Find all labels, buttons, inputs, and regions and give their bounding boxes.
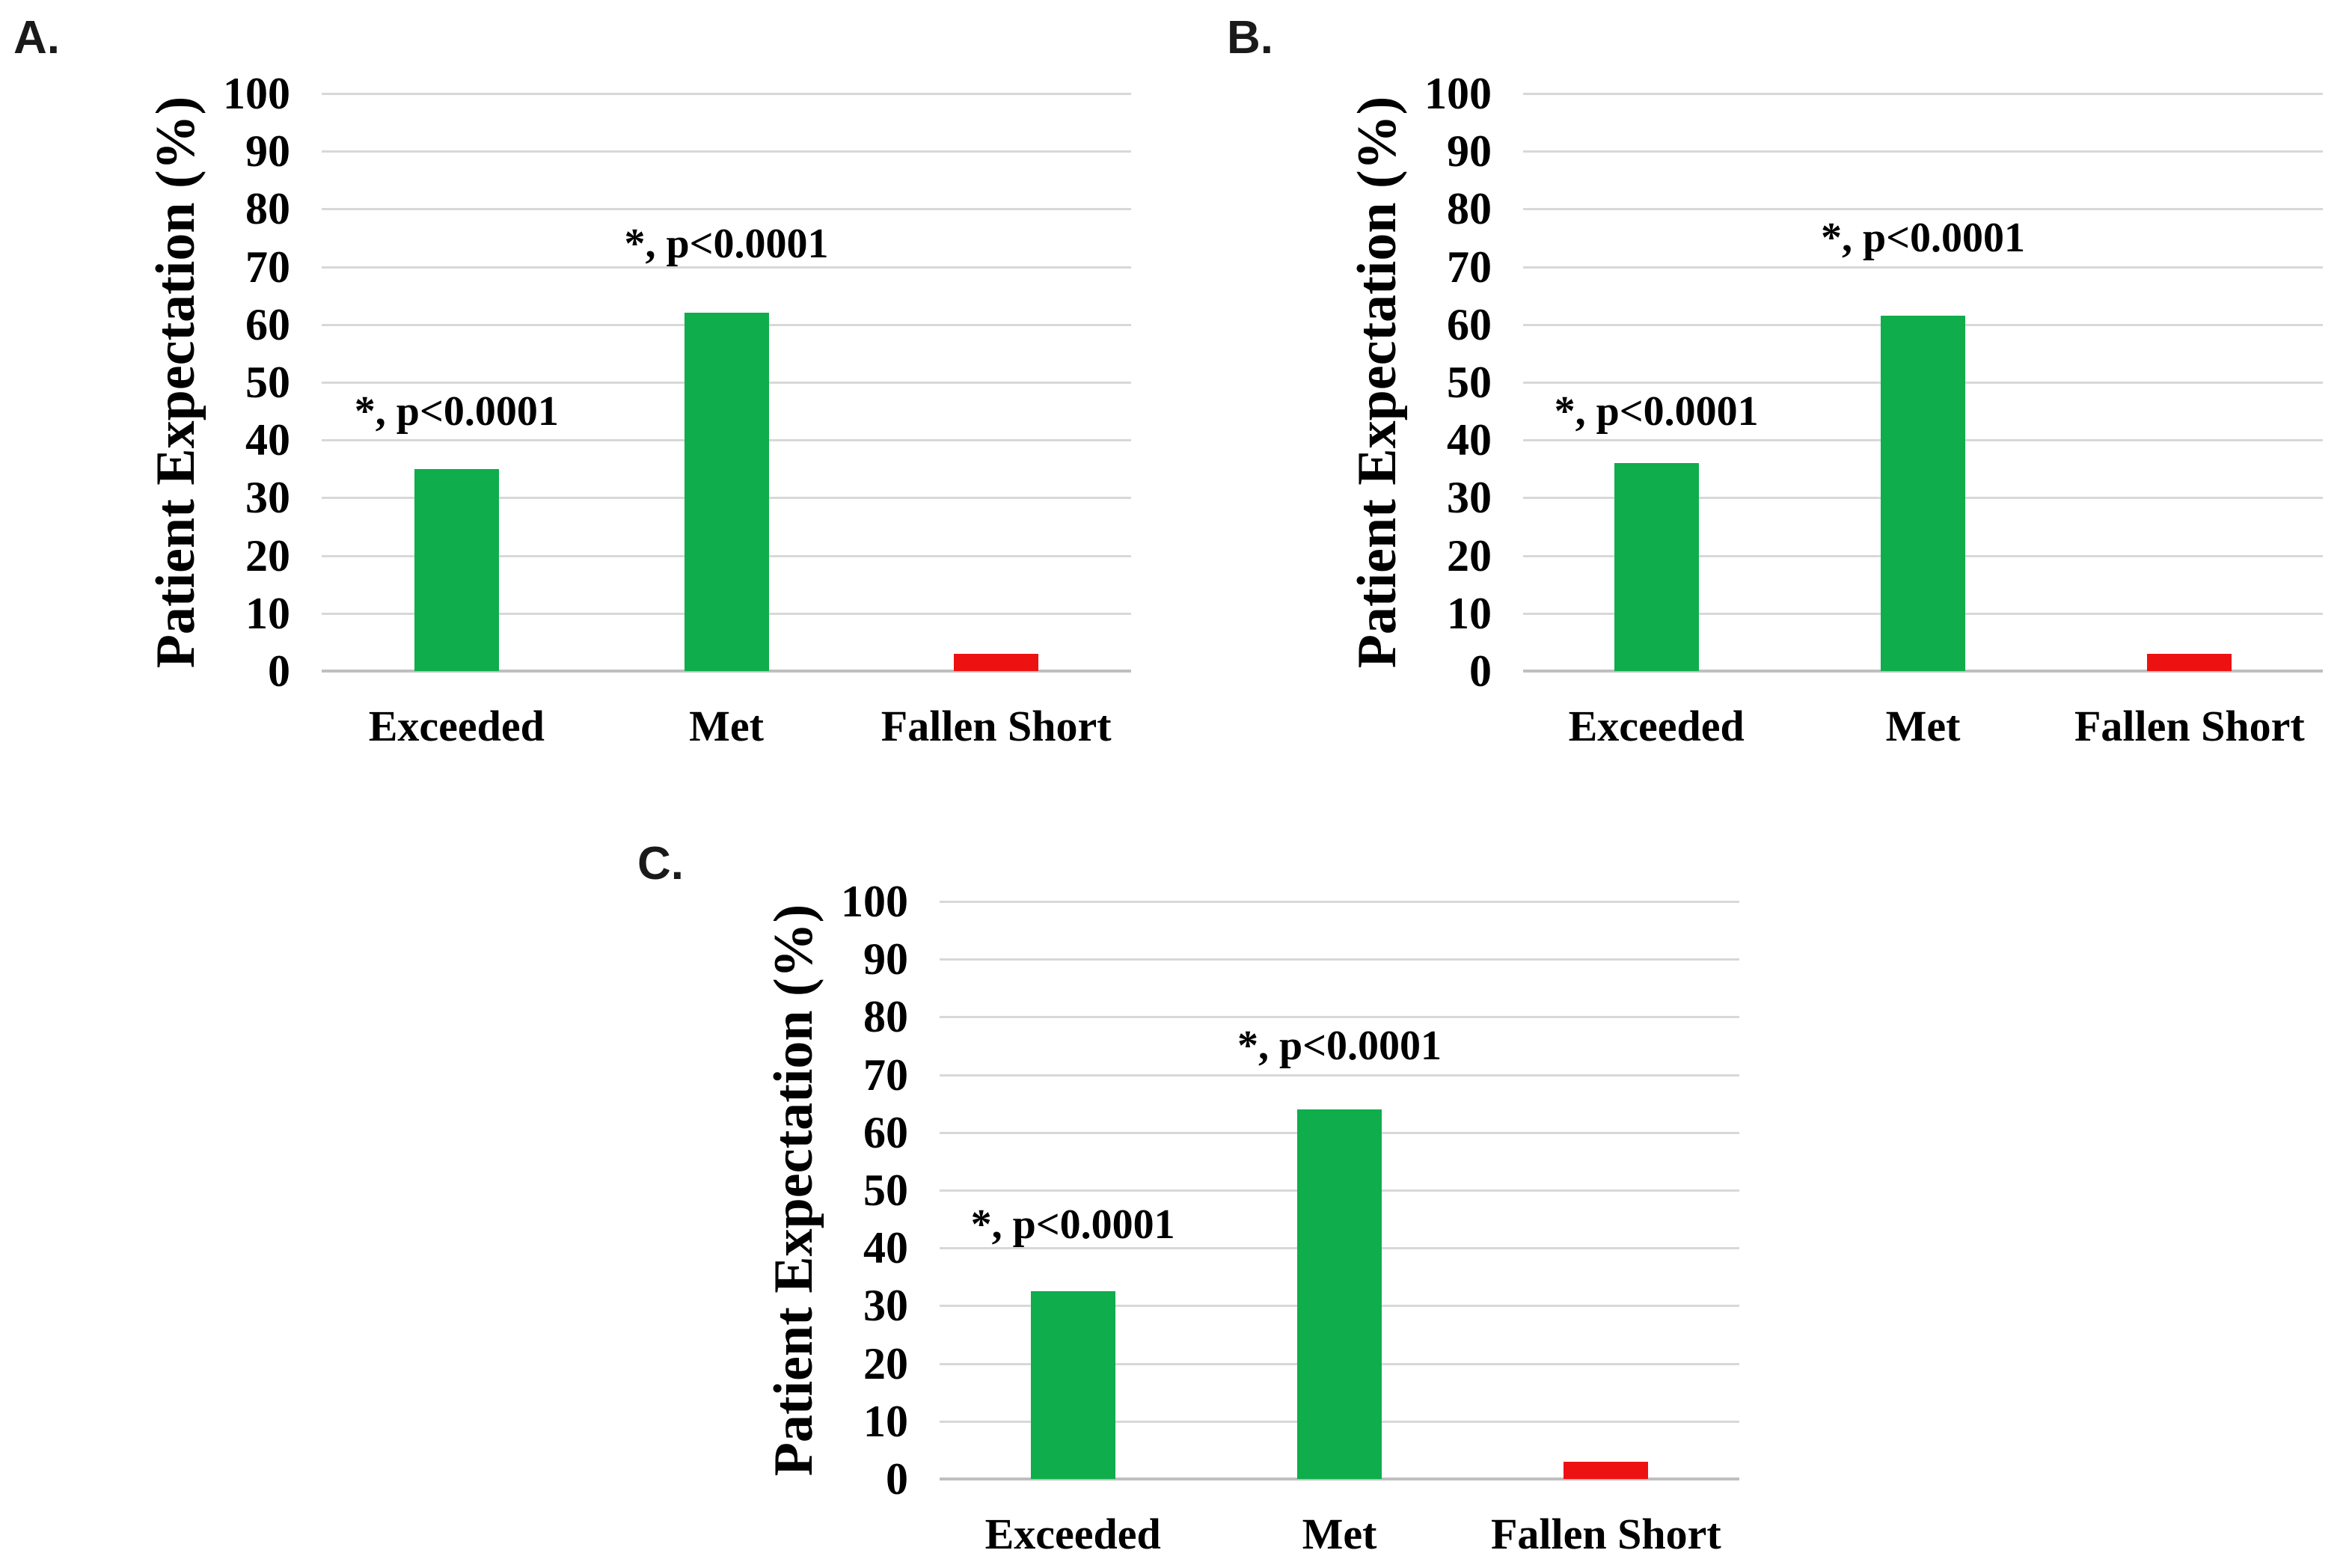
significance-annotation: *, p<0.0001 (970, 1201, 1175, 1249)
y-tick-label: 40 (1447, 415, 1492, 465)
x-axis-line (322, 670, 1131, 673)
bar-exceeded (414, 468, 499, 671)
bar-chart-a: 0 10 20 30 40 50 60 70 80 90 100 Exceeded Met Fallen … (145, 71, 1131, 748)
y-tick-label: 80 (863, 992, 908, 1042)
y-tick-label: 60 (1447, 299, 1492, 349)
y-tick-label: 100 (223, 69, 290, 118)
x-category-label: Fallen Short (2074, 702, 2305, 750)
panel-label-c: C. (637, 838, 684, 889)
y-tick-label: 30 (245, 473, 290, 523)
bar-exceeded (1030, 1291, 1115, 1479)
y-gridline (322, 266, 1131, 269)
y-axis-title: Patient Expectation (%) (145, 96, 206, 669)
y-tick-label: 90 (245, 126, 290, 177)
y-tick-label: 80 (245, 184, 290, 234)
y-gridline (322, 208, 1131, 211)
significance-annotation: *, p<0.0001 (1554, 388, 1759, 435)
y-tick-label: 0 (886, 1454, 908, 1504)
x-category-label: Exceeded (984, 1510, 1161, 1558)
y-tick-label: 30 (863, 1281, 908, 1331)
y-tick-label: 60 (245, 299, 290, 349)
y-tick-label: 50 (863, 1166, 908, 1215)
y-tick-label: 20 (863, 1338, 908, 1388)
y-tick-label: 40 (863, 1223, 908, 1273)
y-tick-label: 70 (863, 1050, 908, 1100)
significance-annotation: *, p<0.0001 (1237, 1023, 1442, 1069)
bar-fallen-short (954, 653, 1039, 671)
x-axis-line (1523, 670, 2323, 673)
y-tick-label: 90 (1447, 126, 1492, 177)
y-tick-label: 80 (1447, 184, 1492, 234)
y-gridline (940, 958, 1739, 961)
x-category-label: Met (1885, 702, 1961, 750)
x-axis-line (940, 1477, 1739, 1480)
y-gridline (1523, 150, 2323, 153)
panel-A: A. 0 10 20 30 40 50 60 70 80 90 100 Exceeded Met Fall… (13, 15, 1180, 808)
y-axis-title: Patient Expectation (%) (1347, 96, 1408, 669)
bar-exceeded (1614, 463, 1699, 671)
x-category-label: Met (689, 702, 764, 750)
x-category-label: Fallen Short (1490, 1510, 1721, 1558)
bar-chart-b: 0 10 20 30 40 50 60 70 80 90 100 Exceeded Met Fallen … (1347, 71, 2323, 748)
bar-met (684, 313, 769, 671)
y-gridline (1523, 208, 2323, 211)
y-gridline (940, 1016, 1739, 1019)
bar-met (1297, 1109, 1382, 1479)
y-tick-label: 70 (245, 242, 290, 292)
bar-chart-c: 0 10 20 30 40 50 60 70 80 90 100 Exceeded Met Fallen … (763, 879, 1739, 1556)
y-gridline (322, 93, 1131, 95)
x-category-label: Exceeded (368, 702, 545, 750)
y-tick-label: 60 (863, 1107, 908, 1157)
y-gridline (1523, 93, 2323, 95)
y-tick-label: 100 (1424, 69, 1492, 118)
panel-label-a: A. (13, 12, 60, 64)
bar-met (1881, 316, 1965, 671)
y-tick-label: 20 (245, 530, 290, 581)
bar-fallen-short (2147, 653, 2232, 671)
y-tick-label: 20 (1447, 530, 1492, 581)
panel-label-b: B. (1227, 12, 1273, 64)
y-tick-label: 0 (1469, 646, 1492, 696)
x-category-label: Exceeded (1568, 702, 1745, 750)
y-tick-label: 10 (1447, 588, 1492, 638)
panel-C: C. 0 10 20 30 40 50 60 70 80 90 100 Exceeded Met Fall… (637, 841, 1760, 1567)
significance-annotation: *, p<0.0001 (1820, 215, 2026, 261)
y-tick-label: 100 (841, 877, 908, 926)
y-tick-label: 50 (1447, 358, 1492, 407)
significance-annotation: *, p<0.0001 (624, 220, 829, 267)
y-tick-label: 30 (1447, 473, 1492, 523)
panel-B: B. 0 10 20 30 40 50 60 70 80 90 100 Exceeded Met Fall… (1227, 15, 2349, 808)
y-gridline (940, 1074, 1739, 1077)
y-gridline (940, 901, 1739, 903)
y-tick-label: 70 (1447, 242, 1492, 292)
y-gridline (1523, 266, 2323, 269)
y-tick-label: 90 (863, 934, 908, 984)
y-axis-title: Patient Expectation (%) (763, 904, 824, 1477)
x-category-label: Met (1302, 1510, 1377, 1558)
bar-fallen-short (1564, 1461, 1649, 1479)
y-tick-label: 10 (245, 588, 290, 638)
y-tick-label: 0 (268, 646, 290, 696)
x-category-label: Fallen Short (881, 702, 1112, 750)
y-tick-label: 50 (245, 358, 290, 407)
y-gridline (322, 150, 1131, 153)
y-tick-label: 40 (245, 415, 290, 465)
y-tick-label: 10 (863, 1396, 908, 1446)
significance-annotation: *, p<0.0001 (354, 388, 559, 435)
